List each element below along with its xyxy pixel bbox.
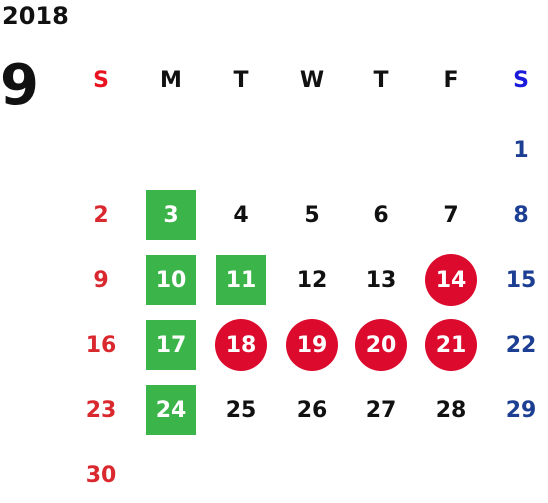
calendar-day[interactable]: 12 — [296, 267, 328, 293]
calendar-day[interactable]: 26 — [296, 397, 328, 423]
calendar-day[interactable]: 18 — [215, 319, 267, 371]
calendar-day[interactable]: 14 — [425, 254, 477, 306]
calendar-day[interactable]: 21 — [425, 319, 477, 371]
calendar-day[interactable]: 4 — [233, 202, 249, 228]
weekday-header: W — [299, 67, 325, 93]
month-number: 9 — [0, 53, 39, 118]
calendar-day[interactable]: 11 — [216, 255, 266, 305]
weekday-header: T — [233, 67, 249, 93]
calendar-day[interactable]: 9 — [93, 267, 109, 293]
weekday-header: S — [513, 67, 529, 93]
calendar-day[interactable]: 2 — [93, 202, 109, 228]
calendar-day[interactable]: 8 — [513, 202, 529, 228]
calendar-day[interactable]: 13 — [365, 267, 397, 293]
calendar-day[interactable]: 27 — [365, 397, 397, 423]
calendar-day[interactable]: 6 — [373, 202, 389, 228]
calendar-day[interactable]: 19 — [286, 319, 338, 371]
calendar-day[interactable]: 29 — [505, 397, 537, 423]
calendar-day[interactable]: 5 — [304, 202, 320, 228]
calendar-day[interactable]: 1 — [513, 137, 529, 163]
weekday-header: F — [443, 67, 459, 93]
calendar-day[interactable]: 28 — [435, 397, 467, 423]
calendar-day[interactable]: 23 — [85, 397, 117, 423]
calendar-day[interactable]: 22 — [505, 332, 537, 358]
calendar-day[interactable]: 10 — [146, 255, 196, 305]
year-label: 2018 — [2, 2, 69, 30]
calendar-day[interactable]: 7 — [443, 202, 459, 228]
weekday-header: T — [373, 67, 389, 93]
calendar-day[interactable]: 16 — [85, 332, 117, 358]
calendar-day[interactable]: 15 — [505, 267, 537, 293]
calendar-day[interactable]: 17 — [146, 320, 196, 370]
calendar-day[interactable]: 30 — [85, 462, 117, 488]
weekday-header: S — [93, 67, 109, 93]
calendar-day[interactable]: 24 — [146, 385, 196, 435]
calendar-day[interactable]: 25 — [225, 397, 257, 423]
weekday-header: M — [160, 67, 182, 93]
calendar-day[interactable]: 3 — [146, 190, 196, 240]
calendar-day[interactable]: 20 — [355, 319, 407, 371]
